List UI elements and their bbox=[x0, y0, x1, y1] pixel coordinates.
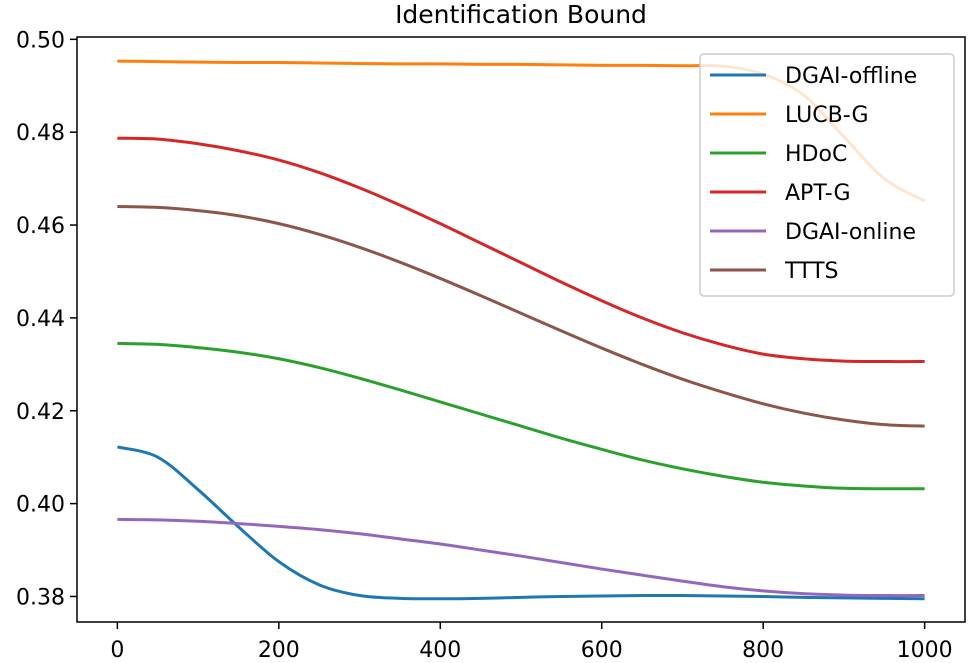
legend-label: TTTS bbox=[784, 259, 839, 284]
series-line-apt-g bbox=[117, 136, 925, 364]
y-tick-label: 0.42 bbox=[16, 400, 65, 425]
legend-label: LUCB-G bbox=[785, 103, 869, 128]
y-tick-label: 0.40 bbox=[16, 493, 65, 518]
y-tick-label: 0.38 bbox=[16, 585, 65, 610]
series-lines bbox=[116, 59, 926, 601]
legend-label: DGAI-online bbox=[785, 220, 916, 245]
x-tick-label: 0 bbox=[110, 638, 124, 663]
series-line-hdoc bbox=[117, 341, 925, 491]
x-tick-label: 800 bbox=[742, 638, 784, 663]
series-line-dgai-offline bbox=[116, 445, 925, 601]
series-line-dgai-online bbox=[117, 517, 925, 598]
x-tick-label: 400 bbox=[419, 638, 461, 663]
legend-label: HDoC bbox=[785, 142, 847, 167]
x-tick-label: 600 bbox=[581, 638, 623, 663]
legend-label: DGAI-offline bbox=[785, 64, 917, 89]
y-tick-label: 0.46 bbox=[16, 214, 65, 239]
plot-frame bbox=[76, 36, 966, 623]
x-tick-label: 200 bbox=[258, 638, 300, 663]
x-tick-label: 1000 bbox=[897, 638, 953, 663]
y-tick-label: 0.44 bbox=[16, 307, 65, 332]
y-tick-label: 0.48 bbox=[16, 121, 65, 146]
series-line-ttts bbox=[117, 204, 925, 428]
y-tick-label: 0.50 bbox=[16, 28, 65, 53]
chart-title: Identification Bound bbox=[395, 0, 647, 29]
legend-label: APT-G bbox=[785, 181, 851, 206]
axes: 0 200 400 600 800 1000 0.38 0.40 0.42 0.44 0.46 0.4… bbox=[16, 28, 966, 663]
legend: DGAI-offline LUCB-G HDoC APT-G DGAI-online TT… bbox=[699, 53, 955, 297]
